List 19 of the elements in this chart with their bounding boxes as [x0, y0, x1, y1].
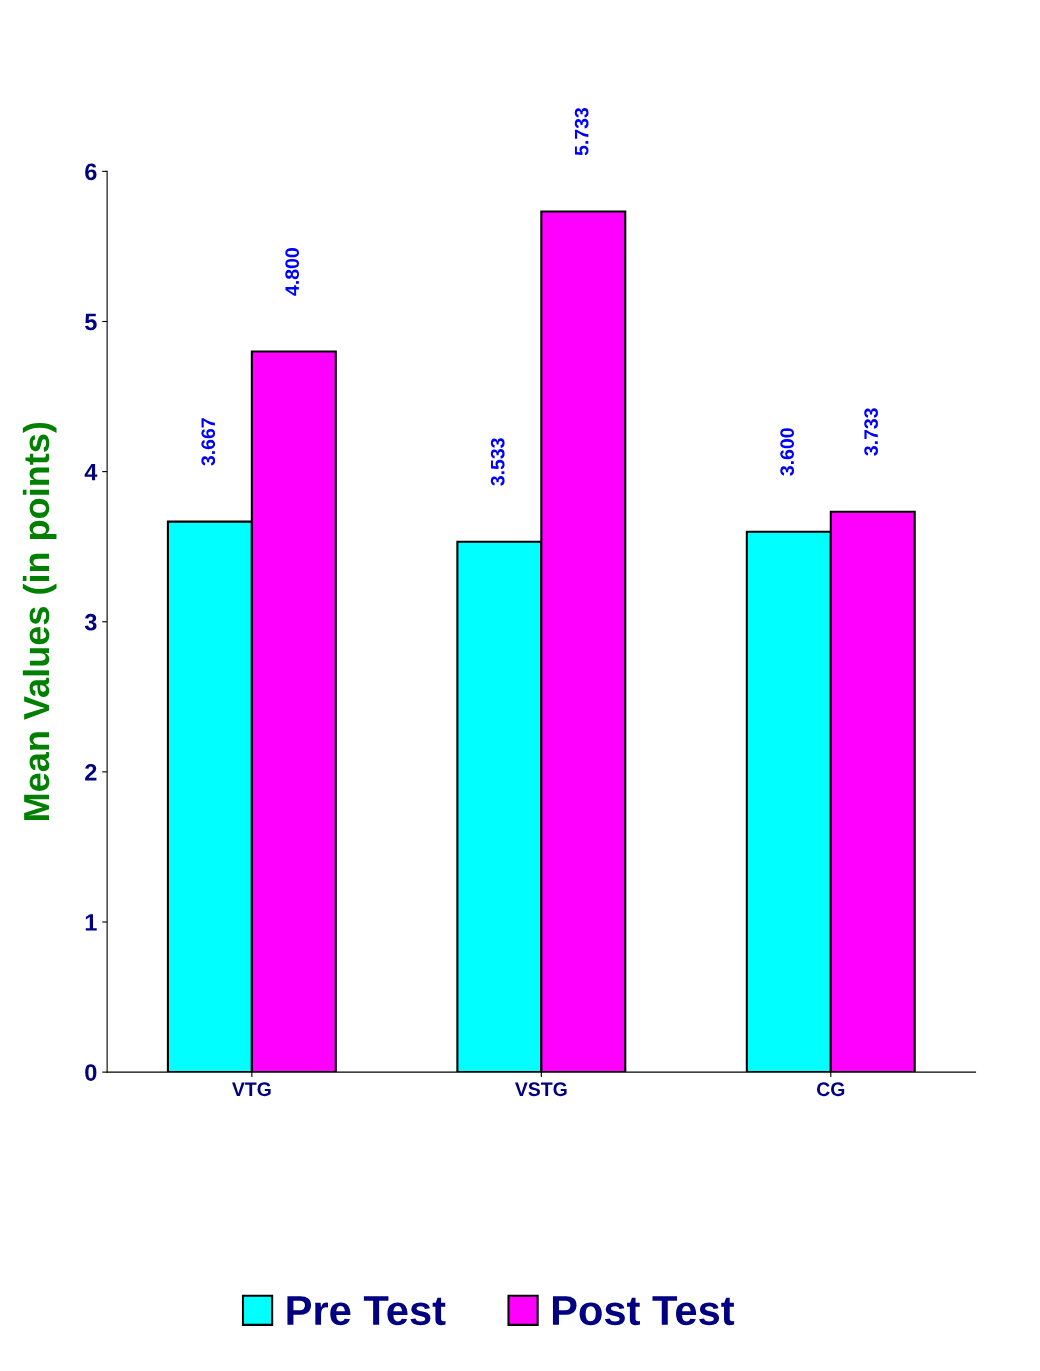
data-label: 4.800 [285, 248, 300, 296]
x-tick-label: CG [817, 1082, 845, 1097]
legend-label: Pre Test [287, 1296, 446, 1326]
data-label: 3.667 [201, 418, 216, 466]
data-label: 3.733 [864, 408, 879, 456]
y-tick-label: 1 [85, 914, 97, 931]
y-tick-label: 0 [85, 1064, 97, 1081]
data-label: 3.533 [490, 438, 505, 486]
y-tick-label: 3 [84, 613, 97, 631]
y-tick-label: 6 [85, 163, 97, 181]
legend-label: Post Test [552, 1296, 735, 1326]
data-label: 5.733 [574, 107, 589, 156]
x-tick-label: VSTG [514, 1082, 567, 1097]
y-tick-label: 4 [84, 463, 98, 481]
data-label: 3.600 [780, 428, 795, 476]
y-tick-label: 2 [85, 763, 97, 781]
y-tick-label: 5 [84, 313, 97, 331]
y-axis-title: Mean Values (in points) [22, 422, 57, 820]
x-tick-label: VTG [232, 1082, 271, 1097]
